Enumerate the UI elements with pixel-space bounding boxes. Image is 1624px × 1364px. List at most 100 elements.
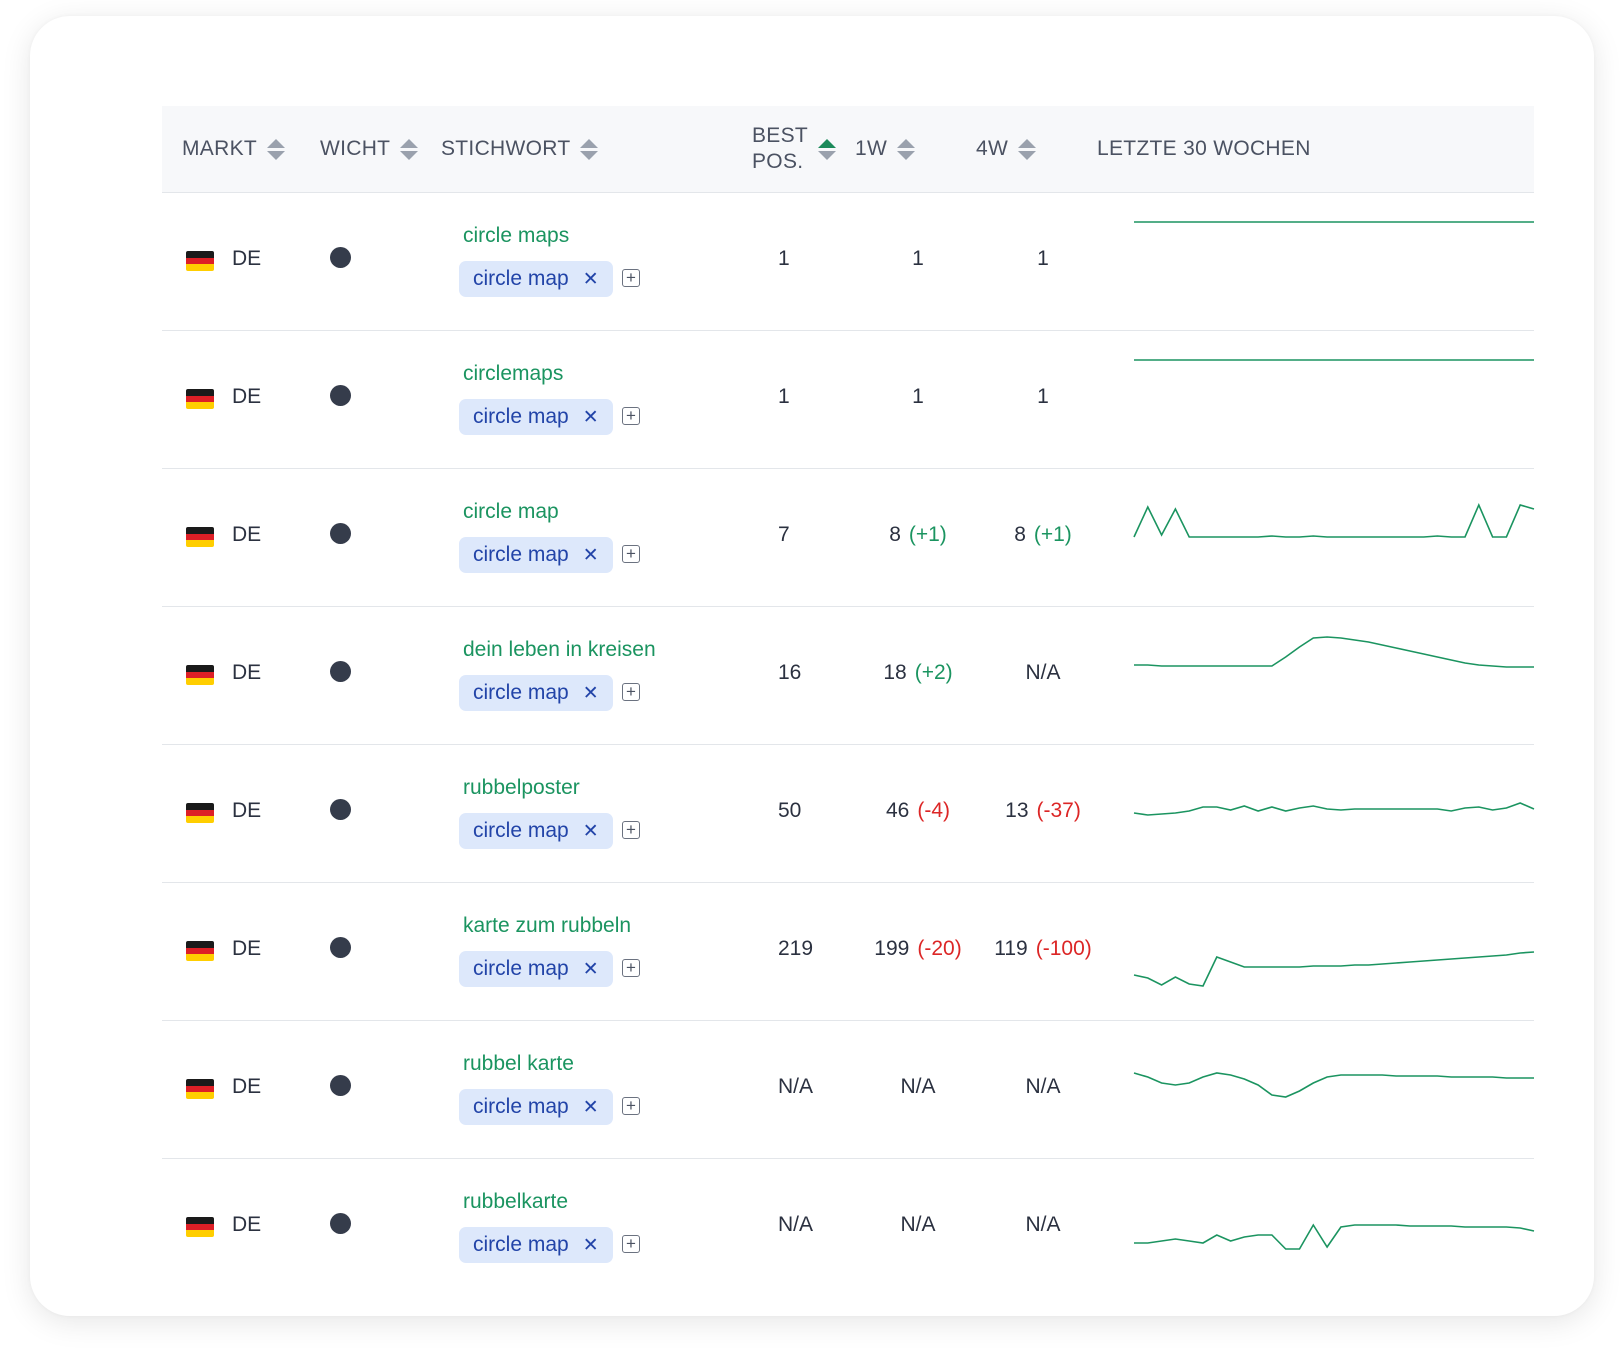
column-header-4w[interactable]: 4W bbox=[976, 106, 1037, 192]
position-1w: 46 (-4) bbox=[868, 799, 968, 823]
keyword-link[interactable]: circle map bbox=[463, 500, 559, 523]
column-header-best-pos[interactable]: BEST POS. bbox=[752, 106, 837, 192]
keyword-link[interactable]: rubbel karte bbox=[463, 1052, 574, 1075]
sort-icon[interactable] bbox=[267, 138, 285, 160]
trend-sparkline bbox=[1134, 1223, 1535, 1250]
tag-chip[interactable]: circle map ✕ bbox=[459, 1089, 613, 1125]
remove-tag-icon[interactable]: ✕ bbox=[582, 958, 599, 980]
market-code: DE bbox=[232, 937, 262, 960]
add-tag-icon[interactable]: + bbox=[622, 545, 640, 563]
position-1w: 199 (-20) bbox=[868, 937, 968, 961]
add-tag-icon[interactable]: + bbox=[622, 1097, 640, 1115]
priority-dot-icon[interactable] bbox=[330, 385, 351, 406]
position-4w-value: 13 bbox=[1005, 799, 1029, 822]
position-1w: 18 (+2) bbox=[868, 661, 968, 685]
tag-chip[interactable]: circle map ✕ bbox=[459, 537, 613, 573]
position-1w-delta: (-20) bbox=[917, 937, 962, 960]
position-4w: 13 (-37) bbox=[988, 799, 1098, 823]
germany-flag-icon bbox=[186, 1217, 214, 1237]
sort-icon[interactable] bbox=[897, 138, 916, 160]
position-4w: 1 bbox=[988, 247, 1098, 271]
column-header-markt[interactable]: MARKT bbox=[182, 106, 285, 192]
market-code: DE bbox=[232, 1075, 262, 1098]
keyword-link[interactable]: rubbelkarte bbox=[463, 1190, 569, 1213]
tag-label: circle map bbox=[473, 681, 569, 704]
germany-flag-icon bbox=[186, 527, 214, 547]
remove-tag-icon[interactable]: ✕ bbox=[582, 820, 599, 842]
trend-sparkline bbox=[1133, 502, 1535, 538]
position-4w-value: 1 bbox=[1037, 247, 1049, 270]
priority-dot-icon[interactable] bbox=[330, 523, 351, 544]
position-1w: 1 bbox=[868, 247, 968, 271]
tag-chip[interactable]: circle map ✕ bbox=[459, 675, 613, 711]
add-tag-icon[interactable]: + bbox=[622, 683, 640, 701]
trend-sparkline bbox=[1133, 951, 1535, 987]
tag-label: circle map bbox=[473, 543, 569, 566]
stichwort-header-label: STICHWORT bbox=[441, 137, 571, 160]
add-tag-icon[interactable]: + bbox=[622, 1235, 640, 1253]
trend-line bbox=[1133, 802, 1535, 816]
tag-chip[interactable]: circle map ✕ bbox=[459, 813, 613, 849]
sort-icon[interactable] bbox=[1018, 138, 1037, 160]
position-4w-delta: (-37) bbox=[1036, 799, 1081, 822]
sort-ascending-icon[interactable] bbox=[818, 138, 837, 160]
position-1w: N/A bbox=[868, 1075, 968, 1099]
keyword-link[interactable]: circle maps bbox=[463, 224, 570, 247]
tag-chip[interactable]: circle map ✕ bbox=[459, 399, 613, 435]
market-code: DE bbox=[232, 1213, 262, 1236]
germany-flag-icon bbox=[186, 389, 214, 409]
position-4w-value: N/A bbox=[1025, 1213, 1061, 1236]
position-4w: 8 (+1) bbox=[988, 523, 1098, 547]
market-code: DE bbox=[232, 661, 262, 684]
keyword-table: MARKT WICHT STICHWORT BEST POS. 1W bbox=[162, 106, 1535, 1296]
position-4w: N/A bbox=[988, 1213, 1098, 1237]
tag-chip[interactable]: circle map ✕ bbox=[459, 1227, 613, 1263]
column-header-wicht[interactable]: WICHT bbox=[320, 106, 419, 192]
priority-dot-icon[interactable] bbox=[330, 937, 351, 958]
position-4w-delta: (+1) bbox=[1033, 523, 1072, 546]
add-tag-icon[interactable]: + bbox=[622, 821, 640, 839]
market-code: DE bbox=[232, 385, 262, 408]
position-4w-value: 8 bbox=[1014, 523, 1026, 546]
column-header-1w[interactable]: 1W bbox=[855, 106, 916, 192]
position-4w-value: 1 bbox=[1037, 385, 1049, 408]
remove-tag-icon[interactable]: ✕ bbox=[582, 268, 599, 290]
priority-dot-icon[interactable] bbox=[330, 1075, 351, 1096]
germany-flag-icon bbox=[186, 1079, 214, 1099]
keyword-link[interactable]: dein leben in kreisen bbox=[463, 638, 656, 661]
markt-header-label: MARKT bbox=[182, 137, 257, 160]
add-tag-icon[interactable]: + bbox=[622, 269, 640, 287]
column-header-stichwort[interactable]: STICHWORT bbox=[441, 106, 599, 192]
add-tag-icon[interactable]: + bbox=[622, 959, 640, 977]
remove-tag-icon[interactable]: ✕ bbox=[582, 1234, 599, 1256]
keyword-link[interactable]: circlemaps bbox=[463, 362, 564, 385]
best-position: N/A bbox=[778, 1075, 814, 1098]
tag-label: circle map bbox=[473, 1095, 569, 1118]
best-position: 219 bbox=[778, 937, 814, 960]
sort-icon[interactable] bbox=[400, 138, 419, 160]
keyword-link[interactable]: rubbelposter bbox=[463, 776, 580, 799]
sort-icon[interactable] bbox=[580, 138, 599, 160]
position-1w-delta: (+2) bbox=[914, 661, 953, 684]
tag-label: circle map bbox=[473, 819, 569, 842]
remove-tag-icon[interactable]: ✕ bbox=[582, 406, 599, 428]
priority-dot-icon[interactable] bbox=[330, 1213, 351, 1234]
tag-chip[interactable]: circle map ✕ bbox=[459, 951, 613, 987]
priority-dot-icon[interactable] bbox=[330, 247, 351, 268]
keyword-link[interactable]: karte zum rubbeln bbox=[463, 914, 632, 937]
market-code: DE bbox=[232, 247, 262, 270]
position-4w: 119 (-100) bbox=[988, 937, 1098, 961]
table-row: DE dein leben in kreisen circle map ✕ + … bbox=[162, 607, 1534, 745]
priority-dot-icon[interactable] bbox=[330, 661, 351, 682]
priority-dot-icon[interactable] bbox=[330, 799, 351, 820]
tag-chip[interactable]: circle map ✕ bbox=[459, 261, 613, 297]
add-tag-icon[interactable]: + bbox=[622, 407, 640, 425]
remove-tag-icon[interactable]: ✕ bbox=[582, 544, 599, 566]
tag-label: circle map bbox=[473, 267, 569, 290]
remove-tag-icon[interactable]: ✕ bbox=[582, 682, 599, 704]
remove-tag-icon[interactable]: ✕ bbox=[582, 1096, 599, 1118]
position-1w: 1 bbox=[868, 385, 968, 409]
position-1w: N/A bbox=[868, 1213, 968, 1237]
best-position: 16 bbox=[778, 661, 802, 684]
trend-sparkline bbox=[1133, 802, 1535, 816]
